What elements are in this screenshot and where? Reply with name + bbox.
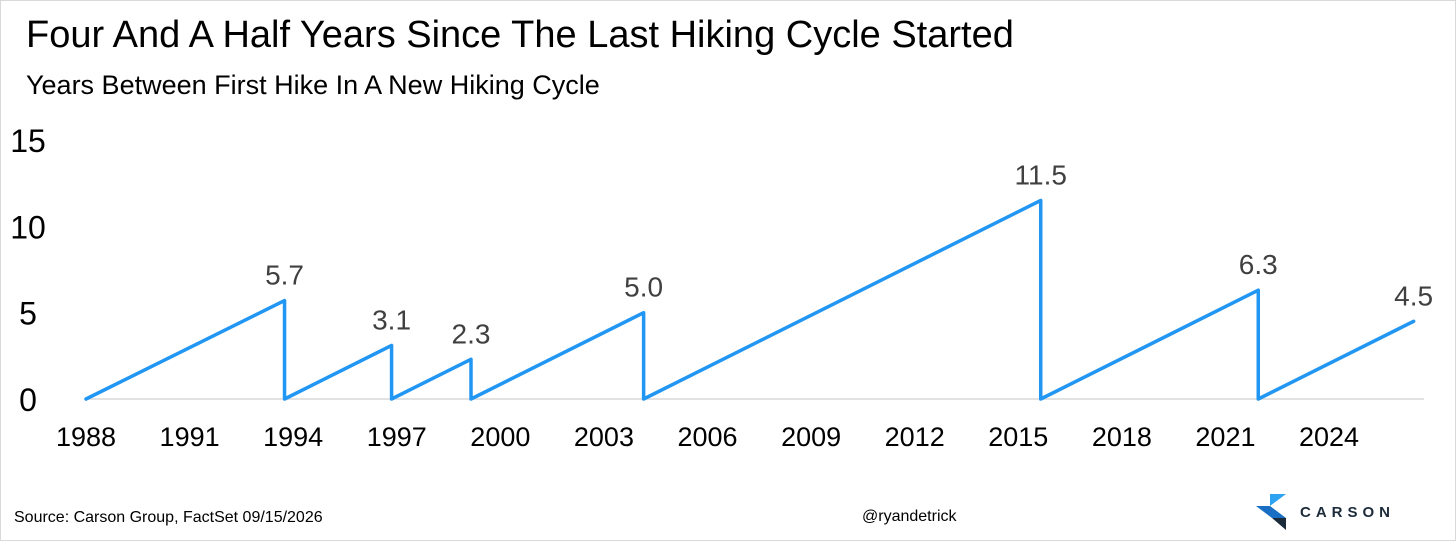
data-label-0: 5.7 [265,260,304,291]
x-tick-label-11: 2021 [1195,422,1255,452]
x-axis-tick-labels: 1988 1991 1994 1997 2000 2003 2006 2009 2012 2015… [56,422,1359,452]
data-label-4: 11.5 [1015,159,1067,190]
x-tick-label-1: 1991 [160,422,220,452]
chart-subtitle: Years Between First Hike In A New Hiking… [26,70,600,100]
carson-logo-icon [1256,494,1286,530]
x-tick-label-5: 2003 [574,422,634,452]
x-tick-label-6: 2006 [677,422,737,452]
series-line-0 [84,198,1416,401]
data-label-1: 3.1 [372,304,411,335]
data-label-5: 6.3 [1239,249,1278,280]
x-tick-label-0: 1988 [56,422,116,452]
data-label-2: 2.3 [452,318,491,349]
author-handle: @ryandetrick [862,508,957,525]
carson-logo: CARSON [1256,494,1395,530]
x-tick-label-3: 1997 [367,422,427,452]
data-labels: 5.7 3.1 2.3 5.0 11.5 6.3 4.5 [265,159,1433,349]
chart-title: Four And A Half Years Since The Last Hik… [26,14,1014,56]
y-tick-label-0: 0 [19,382,37,418]
y-tick-label-2: 10 [10,209,46,245]
y-tick-label-1: 5 [19,296,37,332]
data-label-3: 5.0 [624,272,663,303]
x-tick-label-8: 2012 [885,422,945,452]
x-tick-label-4: 2000 [470,422,530,452]
y-axis-tick-labels: 0 5 10 15 [10,123,46,418]
source-note: Source: Carson Group, FactSet 09/15/2026 [14,509,323,526]
x-tick-label-2: 1994 [263,422,323,452]
x-tick-label-12: 2024 [1299,422,1359,452]
x-tick-label-7: 2009 [781,422,841,452]
series-layer [84,198,1416,401]
data-label-6: 4.5 [1394,280,1433,311]
x-tick-label-9: 2015 [988,422,1048,452]
x-tick-label-10: 2018 [1092,422,1152,452]
y-tick-label-3: 15 [10,123,46,159]
carson-logo-text: CARSON [1300,503,1396,521]
